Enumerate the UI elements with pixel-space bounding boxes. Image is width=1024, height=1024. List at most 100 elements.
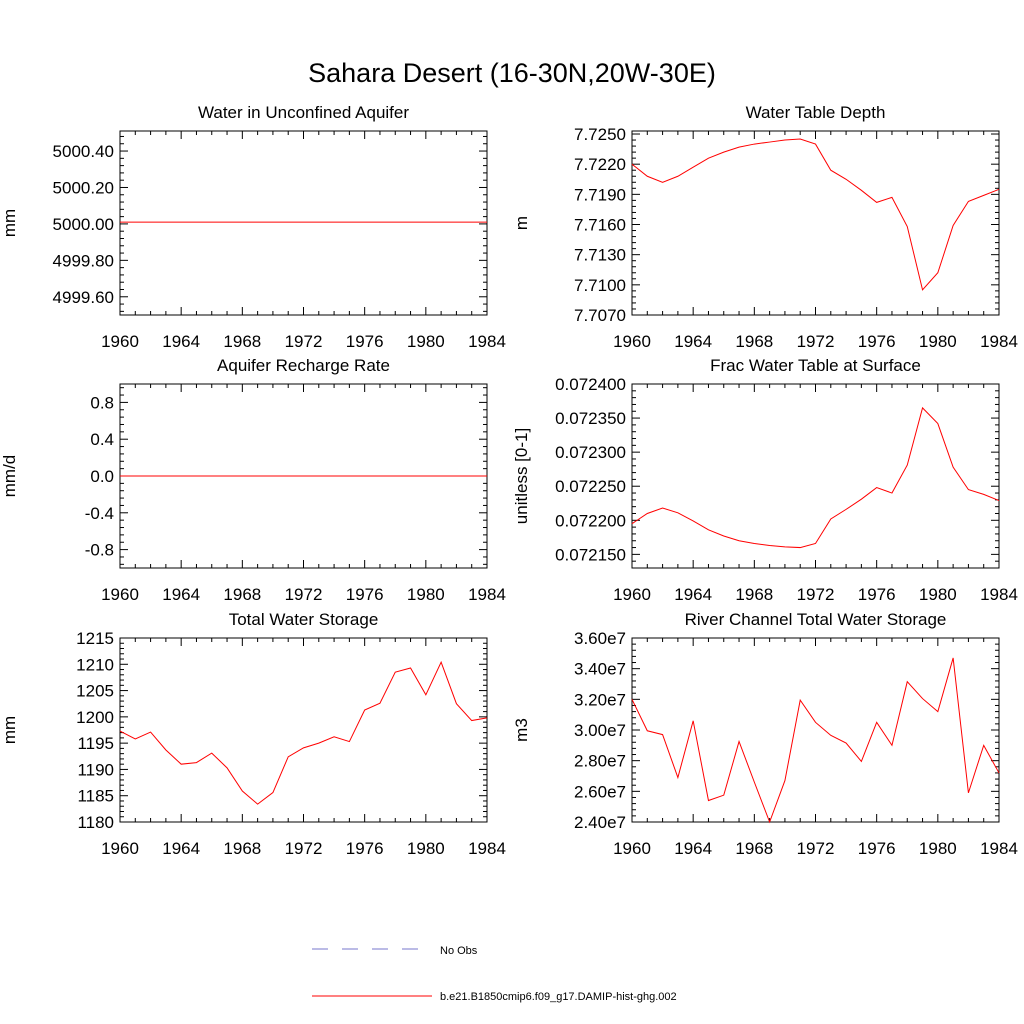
legend-item-no-obs: No Obs (312, 945, 478, 957)
y-tick-label: 3.40e7 (574, 660, 626, 679)
x-tick-label: 1980 (407, 839, 445, 858)
y-tick-label: 5000.40 (53, 142, 114, 161)
x-tick-label: 1984 (980, 332, 1018, 351)
y-tick-label: 1190 (77, 760, 114, 779)
y-tick-label: 5000.20 (53, 178, 114, 197)
panel-title: Frac Water Table at Surface (710, 356, 921, 375)
panel-title: Total Water Storage (229, 610, 379, 629)
series-line-frac-water-table-at-surface (631, 406, 1000, 549)
x-tick-label: 1968 (735, 839, 773, 858)
x-tick-label: 1972 (797, 585, 835, 604)
x-tick-label: 1976 (858, 585, 896, 604)
series-line-river-channel-total-water-storage (631, 657, 1000, 824)
x-tick-label: 1976 (858, 332, 896, 351)
x-tick-label: 1964 (674, 332, 712, 351)
series-line-total-water-storage (119, 660, 488, 805)
plot-frame (119, 130, 488, 316)
x-tick-label: 1972 (285, 585, 323, 604)
panel-water-table-depth: Water Table Depth m 1960 1964 1968 1972 1976 19… (512, 103, 1018, 351)
y-axis-label: unitless [0-1] (512, 428, 531, 524)
x-tick-label: 1960 (613, 839, 651, 858)
series-line-water-table-depth (631, 138, 1000, 291)
x-tick-label: 1960 (613, 332, 651, 351)
x-tick-label: 1968 (223, 332, 261, 351)
y-tick-label: 1180 (77, 813, 114, 832)
y-tick-label: 0.072250 (555, 477, 626, 496)
panels: Water in Unconfined Aquifer mm 1960 1964 196… (0, 103, 1018, 858)
plot-frame (631, 383, 1000, 569)
y-tick-label: 0.072200 (555, 511, 626, 530)
panel-title: Water in Unconfined Aquifer (198, 103, 409, 122)
legend-item-model-run: b.e21.B1850cmip6.f09_g17.DAMIP-hist-ghg.… (312, 991, 677, 1003)
y-tick-label: 2.60e7 (574, 782, 626, 801)
y-tick-label: 0.4 (90, 430, 114, 449)
y-tick-label: 7.7130 (574, 246, 626, 265)
panel-title: River Channel Total Water Storage (685, 610, 947, 629)
x-tick-label: 1984 (980, 839, 1018, 858)
y-tick-label: 5000.00 (53, 215, 114, 234)
x-tick-label: 1984 (468, 585, 506, 604)
x-tick-label: 1964 (162, 585, 200, 604)
x-tick-label: 1980 (407, 332, 445, 351)
x-tick-label: 1972 (797, 839, 835, 858)
y-tick-label: 0.0 (90, 467, 114, 486)
x-tick-label: 1976 (858, 839, 896, 858)
y-tick-label: 7.7190 (574, 185, 626, 204)
y-tick-label: 1185 (77, 787, 114, 806)
x-tick-label: 1964 (162, 839, 200, 858)
x-tick-label: 1976 (346, 839, 384, 858)
panel-frac-water-table-at-surface: Frac Water Table at Surface unitless [0-1… (512, 356, 1018, 604)
x-tick-label: 1968 (735, 332, 773, 351)
y-tick-label: 7.7100 (574, 276, 626, 295)
y-tick-label: 0.072150 (555, 545, 626, 564)
y-axis-label: m3 (512, 718, 531, 742)
x-tick-label: 1960 (101, 839, 139, 858)
panel-title: Aquifer Recharge Rate (217, 356, 390, 375)
x-tick-label: 1980 (919, 332, 957, 351)
y-tick-label: 7.7250 (574, 125, 626, 144)
legend-label-model-run: b.e21.B1850cmip6.f09_g17.DAMIP-hist-ghg.… (440, 991, 677, 1003)
y-axis-label: mm (0, 716, 19, 744)
y-tick-label: 1205 (76, 682, 114, 701)
panel-river-channel-total-water-storage: River Channel Total Water Storage m3 1960 1… (512, 610, 1018, 858)
x-tick-label: 1972 (285, 332, 323, 351)
panel-total-water-storage: Total Water Storage mm 1960 1964 1968 1972 197… (0, 610, 506, 858)
y-axis-label: mm/d (0, 455, 19, 498)
x-tick-label: 1968 (223, 839, 261, 858)
plot-frame (631, 130, 1000, 316)
y-tick-label: 7.7220 (574, 155, 626, 174)
y-tick-label: 3.60e7 (574, 629, 626, 648)
x-tick-label: 1984 (468, 332, 506, 351)
y-tick-label: -0.8 (85, 541, 114, 560)
y-axis-label: mm (0, 209, 19, 237)
y-tick-label: -0.4 (85, 504, 114, 523)
y-tick-label: 2.40e7 (574, 813, 626, 832)
panel-title: Water Table Depth (746, 103, 886, 122)
y-tick-label: 1200 (76, 708, 114, 727)
x-tick-label: 1968 (735, 585, 773, 604)
x-tick-label: 1964 (674, 839, 712, 858)
x-tick-label: 1980 (919, 839, 957, 858)
legend-label-no-obs: No Obs (440, 945, 478, 957)
y-tick-label: 4999.80 (53, 251, 114, 270)
y-tick-label: 2.80e7 (574, 752, 626, 771)
y-tick-label: 4999.60 (53, 288, 114, 307)
figure-title: Sahara Desert (16-30N,20W-30E) (308, 58, 716, 88)
y-tick-label: 7.7160 (574, 216, 626, 235)
x-tick-label: 1964 (162, 332, 200, 351)
plot-frame (119, 637, 488, 823)
y-tick-label: 3.00e7 (574, 721, 626, 740)
x-tick-label: 1976 (346, 332, 384, 351)
legend: No Obs b.e21.B1850cmip6.f09_g17.DAMIP-hi… (312, 945, 677, 1003)
plot-frame (631, 637, 1000, 823)
panel-aquifer-recharge-rate: Aquifer Recharge Rate mm/d 1960 1964 1968 197… (0, 356, 506, 604)
x-tick-label: 1972 (285, 839, 323, 858)
y-tick-label: 1215 (76, 629, 114, 648)
x-tick-label: 1984 (468, 839, 506, 858)
x-tick-label: 1964 (674, 585, 712, 604)
x-tick-label: 1980 (407, 585, 445, 604)
y-tick-label: 1195 (77, 734, 114, 753)
y-tick-label: 0.8 (90, 393, 114, 412)
x-tick-label: 1968 (223, 585, 261, 604)
